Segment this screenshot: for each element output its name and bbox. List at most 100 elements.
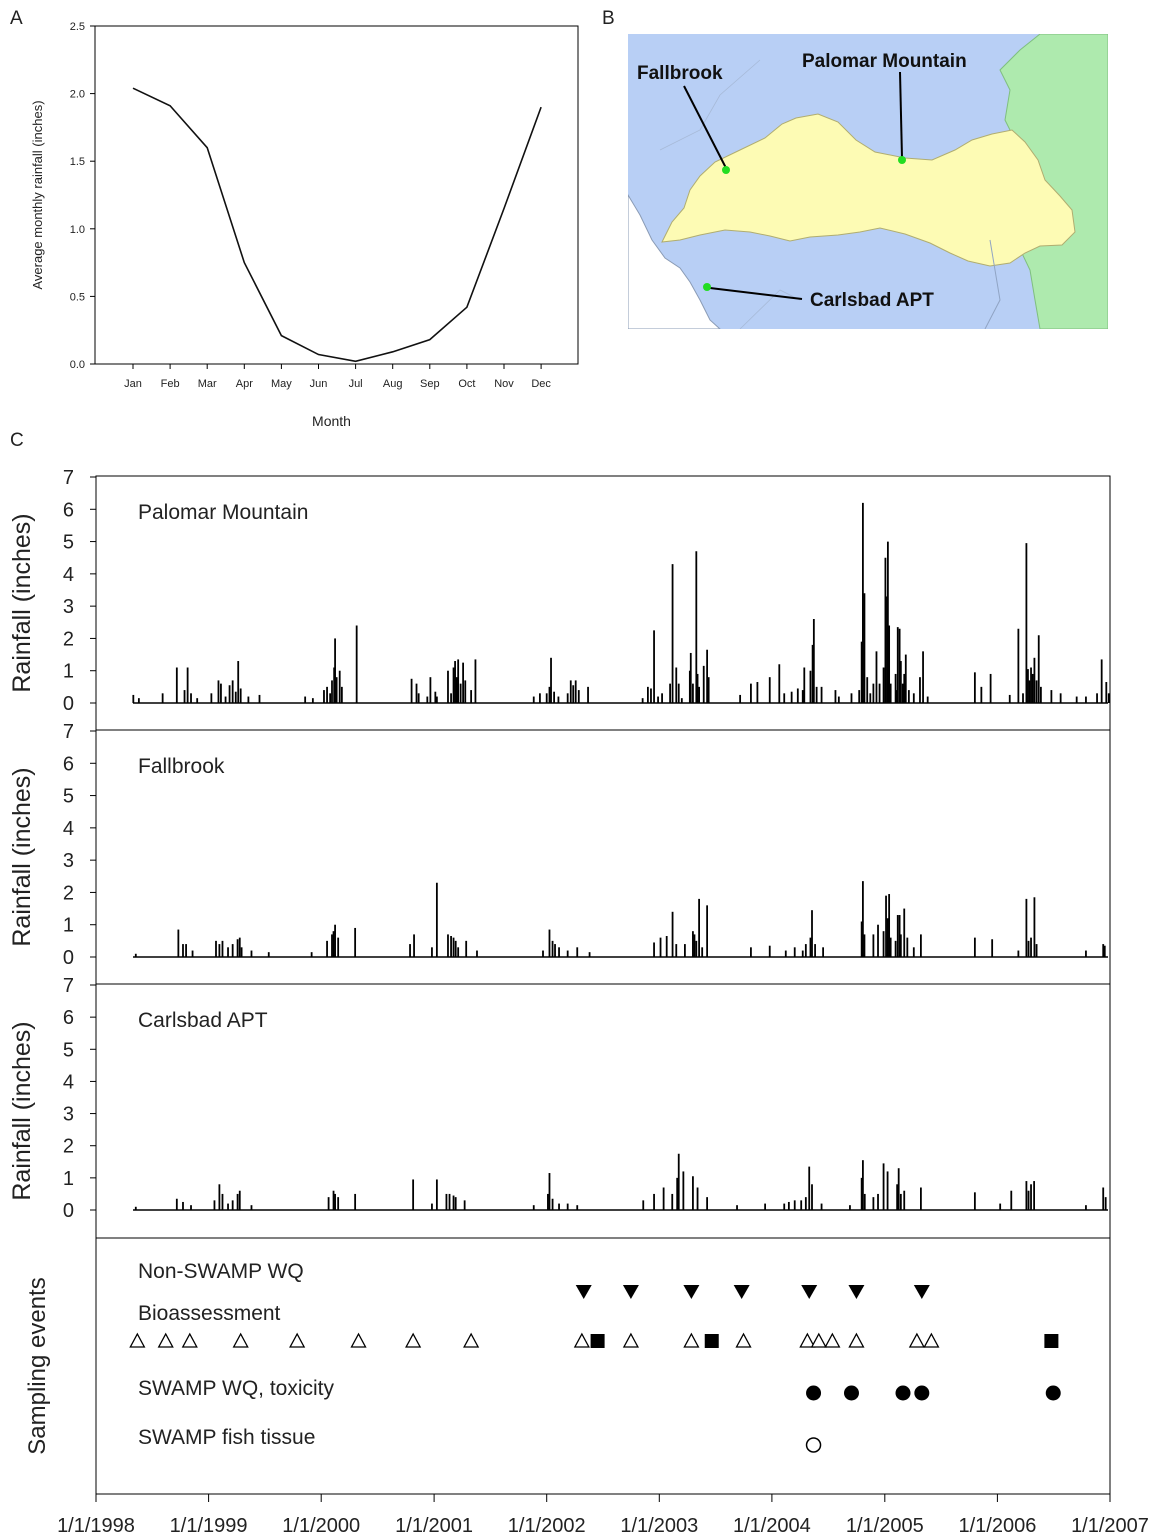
y-tick-label: 4 bbox=[63, 818, 74, 840]
marker-bioassessment bbox=[799, 1332, 816, 1348]
rainfall-line bbox=[132, 87, 542, 363]
y-tick-label: 5 bbox=[63, 532, 74, 554]
y-tick-label: 0 bbox=[63, 1200, 74, 1222]
x-tick-label: Aug bbox=[383, 378, 403, 390]
y-tick-label: 7 bbox=[63, 721, 74, 743]
coastline-land bbox=[628, 194, 721, 329]
site-label-carlsbad: Carlsbad APT bbox=[810, 290, 934, 311]
sampling-series-label: SWAMP fish tissue bbox=[138, 1426, 315, 1449]
y-axis-label: Rainfall (inches) bbox=[8, 513, 36, 692]
y-tick-label: 0 bbox=[63, 693, 74, 715]
y-tick-label: 6 bbox=[63, 1007, 74, 1029]
marker-bioassessment bbox=[129, 1332, 146, 1348]
marker-bioassessment bbox=[405, 1332, 422, 1348]
y-tick-label: 0.0 bbox=[70, 359, 85, 371]
x-axis-label: Month bbox=[312, 413, 351, 429]
marker-bioassessment bbox=[848, 1332, 865, 1348]
y-tick-label: 4 bbox=[63, 1071, 74, 1093]
panel-letter-a: A bbox=[10, 8, 23, 29]
sampling-panel-frame bbox=[95, 1237, 1111, 1495]
marker-bioassessment bbox=[824, 1332, 841, 1348]
x-tick-label: Nov bbox=[494, 378, 514, 390]
y-tick-label: 3 bbox=[63, 850, 74, 872]
marker-bioassessment bbox=[923, 1332, 940, 1348]
y-tick-label: 2 bbox=[63, 882, 74, 904]
y-tick-label: 1 bbox=[63, 915, 74, 937]
y-tick-label: 2 bbox=[63, 628, 74, 650]
series-label: Carlsbad APT bbox=[138, 1009, 268, 1032]
marker-swamp-fish-tissue bbox=[805, 1437, 822, 1453]
x-tick-label: 1/1/2007 bbox=[1071, 1515, 1149, 1537]
x-tick-label: 1/1/2006 bbox=[958, 1515, 1036, 1537]
y-tick-label: 1 bbox=[63, 661, 74, 683]
marker-swamp-wq-toxicity bbox=[843, 1385, 859, 1401]
site-marker-palomar bbox=[898, 156, 906, 164]
marker-non-swamp-wq bbox=[848, 1285, 865, 1299]
marker-bioassessment bbox=[181, 1332, 198, 1348]
y-axis-label: Rainfall (inches) bbox=[8, 767, 36, 946]
site-label-palomar: Palomar Mountain bbox=[802, 51, 967, 72]
x-tick-label: 1/1/2001 bbox=[395, 1515, 473, 1537]
marker-bioassessment-square bbox=[1044, 1334, 1059, 1348]
marker-bioassessment bbox=[350, 1332, 367, 1348]
y-tick-label: 2 bbox=[63, 1136, 74, 1158]
y-tick-label: 6 bbox=[63, 499, 74, 521]
y-tick-label: 7 bbox=[63, 975, 74, 997]
x-tick-label: Mar bbox=[198, 378, 217, 390]
x-tick-label: May bbox=[271, 378, 292, 390]
y-tick-label: 2.5 bbox=[70, 21, 85, 33]
x-tick-label: Apr bbox=[236, 378, 253, 390]
marker-swamp-wq-toxicity bbox=[895, 1385, 911, 1401]
y-tick-label: 7 bbox=[63, 467, 74, 489]
x-tick-label: 1/1/2004 bbox=[733, 1515, 811, 1537]
y-tick-label: 2.0 bbox=[70, 89, 85, 101]
series-label: Fallbrook bbox=[138, 755, 225, 778]
marker-bioassessment bbox=[908, 1332, 925, 1348]
site-marker-fallbrook bbox=[722, 166, 730, 174]
x-tick-label: 1/1/2000 bbox=[282, 1515, 360, 1537]
marker-non-swamp-wq bbox=[801, 1285, 818, 1299]
leader-line-fallbrook bbox=[683, 85, 727, 169]
x-tick-label: Dec bbox=[531, 378, 551, 390]
marker-bioassessment-square bbox=[704, 1334, 719, 1348]
y-tick-label: 3 bbox=[63, 596, 74, 618]
leader-line-carlsbad bbox=[709, 287, 803, 300]
x-tick-label: Feb bbox=[161, 378, 180, 390]
y-tick-label: 0 bbox=[63, 947, 74, 969]
marker-non-swamp-wq bbox=[622, 1285, 639, 1299]
marker-bioassessment bbox=[810, 1332, 827, 1348]
marker-bioassessment bbox=[735, 1332, 752, 1348]
x-tick-label: 1/1/2003 bbox=[620, 1515, 698, 1537]
marker-swamp-wq-toxicity bbox=[914, 1385, 930, 1401]
marker-bioassessment bbox=[683, 1332, 700, 1348]
marker-swamp-wq-toxicity bbox=[1045, 1385, 1061, 1401]
sampling-series-label: Non-SWAMP WQ bbox=[138, 1260, 304, 1283]
marker-bioassessment bbox=[232, 1332, 249, 1348]
marker-non-swamp-wq bbox=[913, 1285, 930, 1299]
y-tick-label: 0.5 bbox=[70, 291, 85, 303]
plot-frame bbox=[94, 25, 579, 365]
panel-letter-b: B bbox=[602, 8, 615, 29]
panel-letter-c: C bbox=[10, 430, 24, 451]
y-tick-label: 5 bbox=[63, 786, 74, 808]
marker-bioassessment bbox=[573, 1332, 590, 1348]
marker-bioassessment bbox=[289, 1332, 306, 1348]
sampling-series-label: Bioassessment bbox=[138, 1302, 281, 1325]
y-axis-label: Rainfall (inches) bbox=[8, 1021, 36, 1200]
marker-non-swamp-wq bbox=[683, 1285, 700, 1299]
marker-bioassessment bbox=[622, 1332, 640, 1348]
marker-non-swamp-wq bbox=[733, 1285, 750, 1299]
marker-bioassessment-square bbox=[590, 1334, 605, 1348]
y-axis-label: Average monthly rainfall (inches) bbox=[30, 100, 45, 289]
marker-swamp-wq-toxicity bbox=[806, 1385, 822, 1401]
site-marker-carlsbad bbox=[703, 283, 711, 291]
y-tick-label: 6 bbox=[63, 753, 74, 775]
x-tick-label: Oct bbox=[458, 378, 475, 390]
leader-line-palomar bbox=[899, 71, 903, 159]
site-label-fallbrook: Fallbrook bbox=[637, 63, 723, 84]
marker-bioassessment bbox=[463, 1332, 480, 1348]
x-tick-label: 1/1/2005 bbox=[846, 1515, 924, 1537]
